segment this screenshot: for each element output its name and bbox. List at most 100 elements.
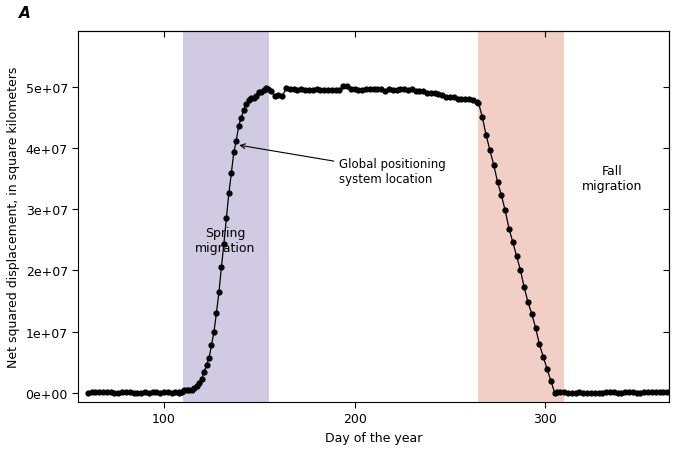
Point — [253, 89, 264, 96]
Point — [550, 389, 560, 396]
Point — [269, 93, 280, 101]
Point — [555, 389, 566, 396]
Point — [179, 387, 190, 394]
Point — [574, 389, 585, 396]
Point — [456, 96, 466, 103]
Point — [221, 215, 232, 222]
Point — [251, 93, 262, 100]
Point — [452, 96, 463, 103]
Point — [608, 389, 619, 396]
Point — [508, 239, 518, 246]
Point — [658, 389, 669, 396]
Point — [211, 309, 222, 317]
Point — [226, 170, 237, 178]
Point — [201, 362, 212, 369]
Text: Fall
migration: Fall migration — [581, 165, 642, 193]
Point — [662, 389, 673, 396]
Point — [372, 86, 383, 93]
Point — [334, 87, 345, 95]
Point — [176, 388, 187, 396]
Point — [616, 389, 627, 396]
Point — [296, 86, 307, 93]
Point — [273, 92, 284, 100]
Point — [353, 87, 364, 94]
Point — [184, 387, 195, 394]
Point — [87, 389, 97, 396]
Point — [571, 389, 581, 396]
Point — [631, 389, 642, 396]
Point — [90, 389, 101, 396]
Point — [143, 389, 154, 396]
Point — [239, 107, 249, 115]
Point — [170, 389, 181, 396]
Point — [159, 389, 170, 396]
Point — [643, 389, 654, 396]
Point — [233, 123, 244, 130]
Point — [410, 88, 421, 96]
Point — [292, 87, 303, 94]
Point — [109, 389, 120, 396]
Point — [546, 377, 556, 385]
Point — [654, 389, 665, 396]
Text: Spring
migration: Spring migration — [195, 226, 256, 254]
Point — [504, 226, 514, 233]
Point — [139, 389, 150, 396]
Point — [425, 90, 436, 97]
Point — [437, 92, 448, 99]
Point — [224, 190, 235, 198]
Point — [105, 389, 116, 396]
Point — [203, 355, 214, 362]
Point — [311, 86, 322, 93]
Point — [147, 389, 158, 396]
Point — [276, 93, 287, 101]
Point — [345, 86, 356, 93]
Point — [471, 100, 482, 107]
Point — [120, 389, 131, 396]
Point — [360, 86, 371, 93]
Point — [364, 86, 375, 93]
Point — [315, 87, 326, 94]
Point — [538, 354, 549, 361]
Point — [635, 389, 646, 396]
Point — [566, 389, 577, 396]
Point — [128, 389, 139, 396]
Point — [488, 162, 499, 169]
Point — [113, 389, 124, 396]
X-axis label: Day of the year: Day of the year — [325, 431, 422, 444]
Point — [383, 86, 394, 93]
Bar — [183, 32, 269, 402]
Point — [341, 83, 352, 91]
Point — [511, 253, 522, 260]
Y-axis label: Net squared displacement, in square kilometers: Net squared displacement, in square kilo… — [7, 67, 20, 368]
Point — [196, 376, 207, 383]
Point — [582, 389, 593, 396]
Point — [418, 88, 429, 95]
Point — [304, 87, 314, 94]
Point — [448, 95, 459, 102]
Point — [578, 389, 589, 396]
Point — [422, 90, 433, 97]
Point — [82, 389, 93, 396]
Point — [327, 87, 337, 94]
Point — [406, 87, 417, 94]
Point — [231, 138, 242, 145]
Point — [338, 83, 349, 91]
Point — [97, 388, 108, 396]
Point — [467, 97, 478, 104]
Point — [518, 284, 529, 291]
Point — [191, 382, 202, 390]
Point — [266, 88, 276, 95]
Point — [214, 289, 224, 296]
Point — [263, 87, 274, 94]
Bar — [479, 32, 564, 402]
Point — [387, 87, 398, 95]
Point — [236, 115, 247, 122]
Point — [399, 86, 410, 93]
Point — [534, 341, 545, 348]
Point — [530, 325, 541, 332]
Point — [194, 379, 205, 387]
Point — [460, 96, 470, 103]
Point — [597, 389, 608, 396]
Point — [541, 365, 552, 373]
Point — [318, 87, 329, 95]
